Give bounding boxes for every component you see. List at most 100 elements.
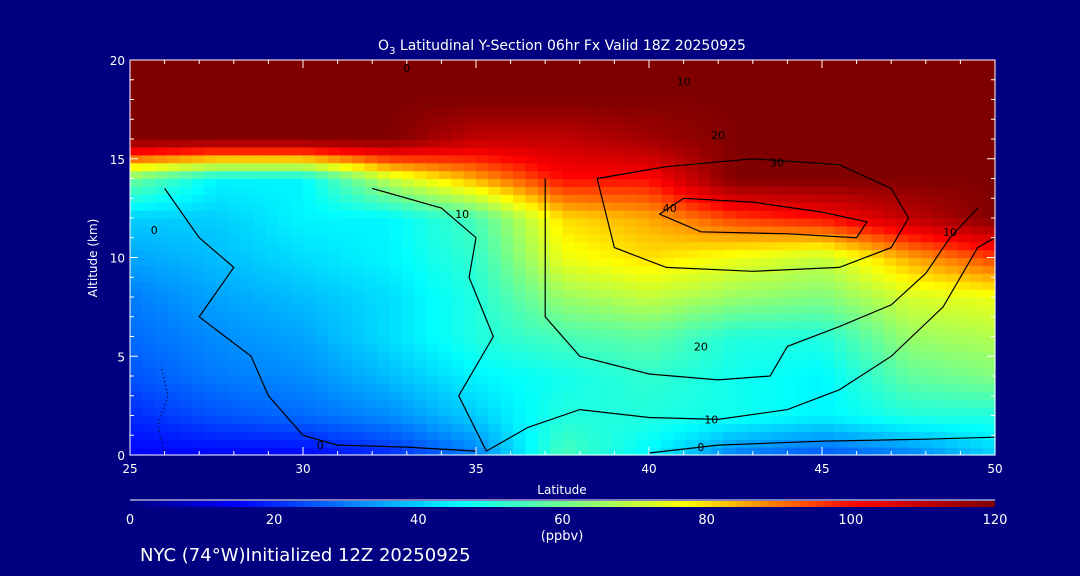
heatmap-cell (636, 123, 650, 132)
heatmap-cell (550, 210, 564, 219)
heatmap-cell (278, 376, 292, 385)
heatmap-cell (772, 368, 786, 377)
heatmap-cell (253, 75, 267, 85)
heatmap-cell (846, 131, 860, 140)
heatmap-cell (500, 115, 514, 124)
heatmap-cell (241, 431, 255, 440)
heatmap-cell (204, 60, 218, 69)
heatmap-cell (970, 399, 984, 409)
heatmap-cell (735, 154, 749, 164)
heatmap-cell (204, 265, 218, 274)
heatmap-cell (414, 202, 428, 211)
heatmap-cell (130, 210, 143, 219)
heatmap-cell (982, 186, 996, 195)
heatmap-cell (414, 360, 428, 369)
heatmap-cell (760, 202, 774, 211)
heatmap-cell (401, 352, 415, 361)
heatmap-cell (130, 249, 143, 259)
heatmap-cell (488, 123, 502, 132)
heatmap-cell (624, 297, 638, 306)
heatmap-cell (883, 415, 897, 424)
heatmap-cell (723, 265, 737, 274)
heatmap-cell (883, 360, 897, 369)
heatmap-cell (401, 131, 415, 140)
heatmap-cell (747, 257, 761, 266)
heatmap-cell (698, 91, 712, 101)
heatmap-cell (401, 423, 415, 432)
heatmap-cell (747, 273, 761, 282)
heatmap-cell (723, 297, 737, 306)
heatmap-cell (747, 75, 761, 85)
heatmap-cell (982, 99, 996, 108)
heatmap-cell (723, 399, 737, 409)
heatmap-cell (414, 344, 428, 353)
heatmap-cell (772, 194, 786, 203)
heatmap-cell (167, 233, 181, 243)
heatmap-cell (883, 265, 897, 274)
heatmap-cell (649, 320, 662, 330)
heatmap-cell (970, 368, 984, 377)
heatmap-cell (241, 439, 255, 448)
heatmap-cell (525, 178, 539, 187)
heatmap-cell (686, 154, 700, 164)
heatmap-cell (451, 154, 465, 164)
heatmap-cell (438, 202, 452, 211)
heatmap-cell (290, 233, 304, 243)
heatmap-cell (908, 249, 922, 259)
heatmap-cell (599, 328, 613, 338)
heatmap-cell (562, 281, 576, 290)
heatmap-cell (784, 123, 798, 132)
heatmap-cell (933, 99, 947, 108)
heatmap-cell (649, 115, 662, 124)
heatmap-cell (611, 83, 625, 93)
heatmap-cell (945, 225, 959, 235)
heatmap-cell (772, 123, 786, 132)
heatmap-cell (896, 225, 910, 235)
heatmap-cell (896, 336, 910, 345)
contour-label: 10 (943, 226, 957, 239)
heatmap-cell (772, 399, 786, 409)
heatmap-cell (204, 123, 218, 132)
heatmap-cell (562, 178, 576, 187)
heatmap-cell (463, 360, 477, 369)
heatmap-cell (265, 399, 279, 409)
heatmap-cell (624, 431, 638, 440)
heatmap-cell (611, 162, 625, 172)
heatmap-cell (525, 439, 539, 448)
heatmap-cell (970, 447, 984, 456)
heatmap-cell (673, 304, 687, 314)
heatmap-cell (562, 146, 576, 156)
heatmap-cell (389, 439, 403, 448)
heatmap-cell (970, 210, 984, 219)
heatmap-cell (327, 352, 341, 361)
heatmap-cell (797, 225, 811, 235)
heatmap-cell (822, 83, 835, 93)
heatmap-cell (154, 115, 168, 124)
heatmap-cell (859, 344, 873, 353)
heatmap-cell (463, 407, 477, 417)
heatmap-cell (797, 415, 811, 424)
heatmap-cell (315, 352, 329, 361)
heatmap-cell (130, 304, 143, 314)
heatmap-cell (883, 376, 897, 385)
heatmap-cell (698, 60, 712, 69)
heatmap-cell (611, 407, 625, 417)
heatmap-cell (883, 83, 897, 93)
heatmap-cell (550, 202, 564, 211)
heatmap-cell (513, 383, 527, 393)
heatmap-cell (241, 383, 255, 393)
heatmap-cell (426, 91, 440, 101)
heatmap-cell (599, 154, 613, 164)
heatmap-cell (488, 352, 502, 361)
heatmap-cell (772, 249, 786, 259)
heatmap-cell (154, 376, 168, 385)
heatmap-cell (488, 154, 502, 164)
heatmap-cell (463, 178, 477, 187)
heatmap-cell (401, 431, 415, 440)
heatmap-cell (550, 273, 564, 282)
heatmap-cell (686, 439, 700, 448)
heatmap-cell (574, 131, 588, 140)
heatmap-cell (451, 107, 465, 116)
heatmap-cell (822, 352, 835, 361)
heatmap-cell (488, 75, 502, 85)
